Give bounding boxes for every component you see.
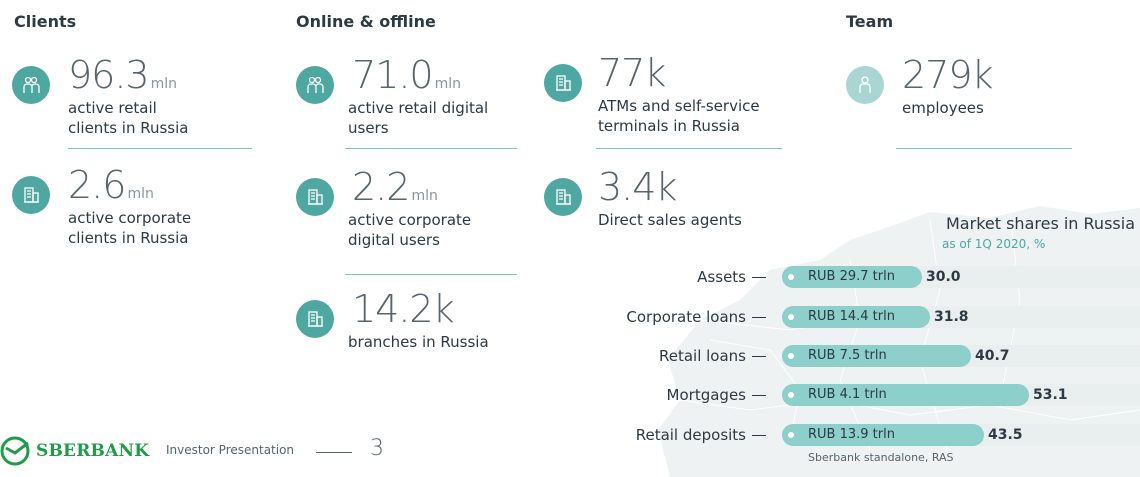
label-connector <box>752 277 766 278</box>
label-connector <box>752 435 766 436</box>
footer-divider <box>316 452 352 453</box>
online-offline-heading: Online & offline <box>296 12 436 31</box>
branches-value: 14.2k <box>352 287 455 331</box>
market-share-amount: RUB 13.9 trln <box>808 427 895 442</box>
people-icon <box>296 66 334 104</box>
building-icon <box>544 178 582 216</box>
market-share-amount: RUB 4.1 trln <box>808 387 887 402</box>
market-share-amount: RUB 29.7 trln <box>808 269 895 284</box>
market-share-label: Corporate loans <box>626 308 746 326</box>
corporate-clients-desc: active corporate clients in Russia <box>68 209 192 247</box>
page-number: 3 <box>370 436 384 461</box>
divider <box>345 148 517 149</box>
sberbank-logo-icon <box>0 436 30 466</box>
bar-dot <box>788 274 794 280</box>
employees-value: 279k <box>902 53 994 97</box>
bar-dot <box>788 353 794 359</box>
market-share-value: 40.7 <box>975 348 1010 364</box>
market-share-value: 53.1 <box>1033 387 1068 403</box>
market-share-label: Assets <box>697 268 746 286</box>
sales-agents-desc: Direct sales agents <box>598 211 742 229</box>
retail-digital-value: 71.0 <box>352 53 434 97</box>
market-shares-note: Sberbank standalone, RAS <box>808 451 954 464</box>
label-connector <box>752 317 766 318</box>
market-share-bar <box>782 345 971 367</box>
market-share-bar <box>782 424 984 446</box>
corporate-clients-value: 2.6 <box>68 163 126 207</box>
market-share-value: 30.0 <box>926 269 961 285</box>
market-share-value: 31.8 <box>934 309 969 325</box>
sales-agents-value: 3.4k <box>598 165 677 209</box>
market-share-label: Retail deposits <box>635 426 746 444</box>
market-share-amount: RUB 7.5 trln <box>808 348 887 363</box>
label-connector <box>752 356 766 357</box>
person-icon <box>846 66 884 104</box>
market-share-bar <box>782 384 1029 406</box>
atms-value: 77k <box>598 51 666 95</box>
building-icon <box>296 178 334 216</box>
brand-name: SBERBANK <box>36 441 150 461</box>
divider <box>896 148 1072 149</box>
building-icon <box>12 176 50 214</box>
building-icon <box>544 64 582 102</box>
market-shares-subtitle: as of 1Q 2020, % <box>942 237 1046 251</box>
market-share-row: Mortgages RUB 4.1 trln 53.1 <box>560 384 1140 406</box>
market-shares-title: Market shares in Russia <box>946 214 1135 233</box>
retail-clients-desc: active retail clients in Russia <box>68 99 189 137</box>
market-share-label: Mortgages <box>666 386 746 404</box>
market-share-bar <box>782 306 930 328</box>
market-share-label: Retail loans <box>658 347 746 365</box>
employees-desc: employees <box>902 99 984 117</box>
corporate-clients-unit: mln <box>127 186 154 202</box>
retail-digital-desc: active retail digital users <box>348 99 489 137</box>
divider <box>68 148 252 149</box>
branches-desc: branches in Russia <box>348 333 489 351</box>
market-share-row: Assets RUB 29.7 trln 30.0 <box>560 266 1140 288</box>
sberbank-logo: SBERBANK <box>0 436 149 466</box>
building-icon <box>296 300 334 338</box>
corporate-digital-unit: mln <box>411 188 438 204</box>
retail-clients-unit: mln <box>150 76 178 92</box>
market-share-bar <box>782 266 922 288</box>
bar-dot <box>788 314 794 320</box>
retail-clients-value: 96.3 <box>68 53 150 97</box>
label-connector <box>752 395 766 396</box>
bar-dot <box>788 432 794 438</box>
market-share-row: Retail loans RUB 7.5 trln 40.7 <box>560 345 1140 367</box>
market-share-value: 43.5 <box>988 427 1023 443</box>
market-share-row: Corporate loans RUB 14.4 trln 31.8 <box>560 306 1140 328</box>
market-share-row: Retail deposits RUB 13.9 trln 43.5 <box>560 424 1140 446</box>
corporate-digital-desc: active corporate digital users <box>348 211 472 249</box>
divider <box>345 274 517 275</box>
retail-digital-unit: mln <box>434 76 462 92</box>
clients-heading: Clients <box>14 12 77 31</box>
market-share-amount: RUB 14.4 trln <box>808 309 895 324</box>
people-icon <box>12 66 50 104</box>
atms-desc: ATMs and self-service terminals in Russi… <box>598 97 760 135</box>
bar-dot <box>788 392 794 398</box>
corporate-digital-value: 2.2 <box>352 165 410 209</box>
team-heading: Team <box>846 12 894 31</box>
footer-title: Investor Presentation <box>166 443 295 457</box>
divider <box>596 148 782 149</box>
